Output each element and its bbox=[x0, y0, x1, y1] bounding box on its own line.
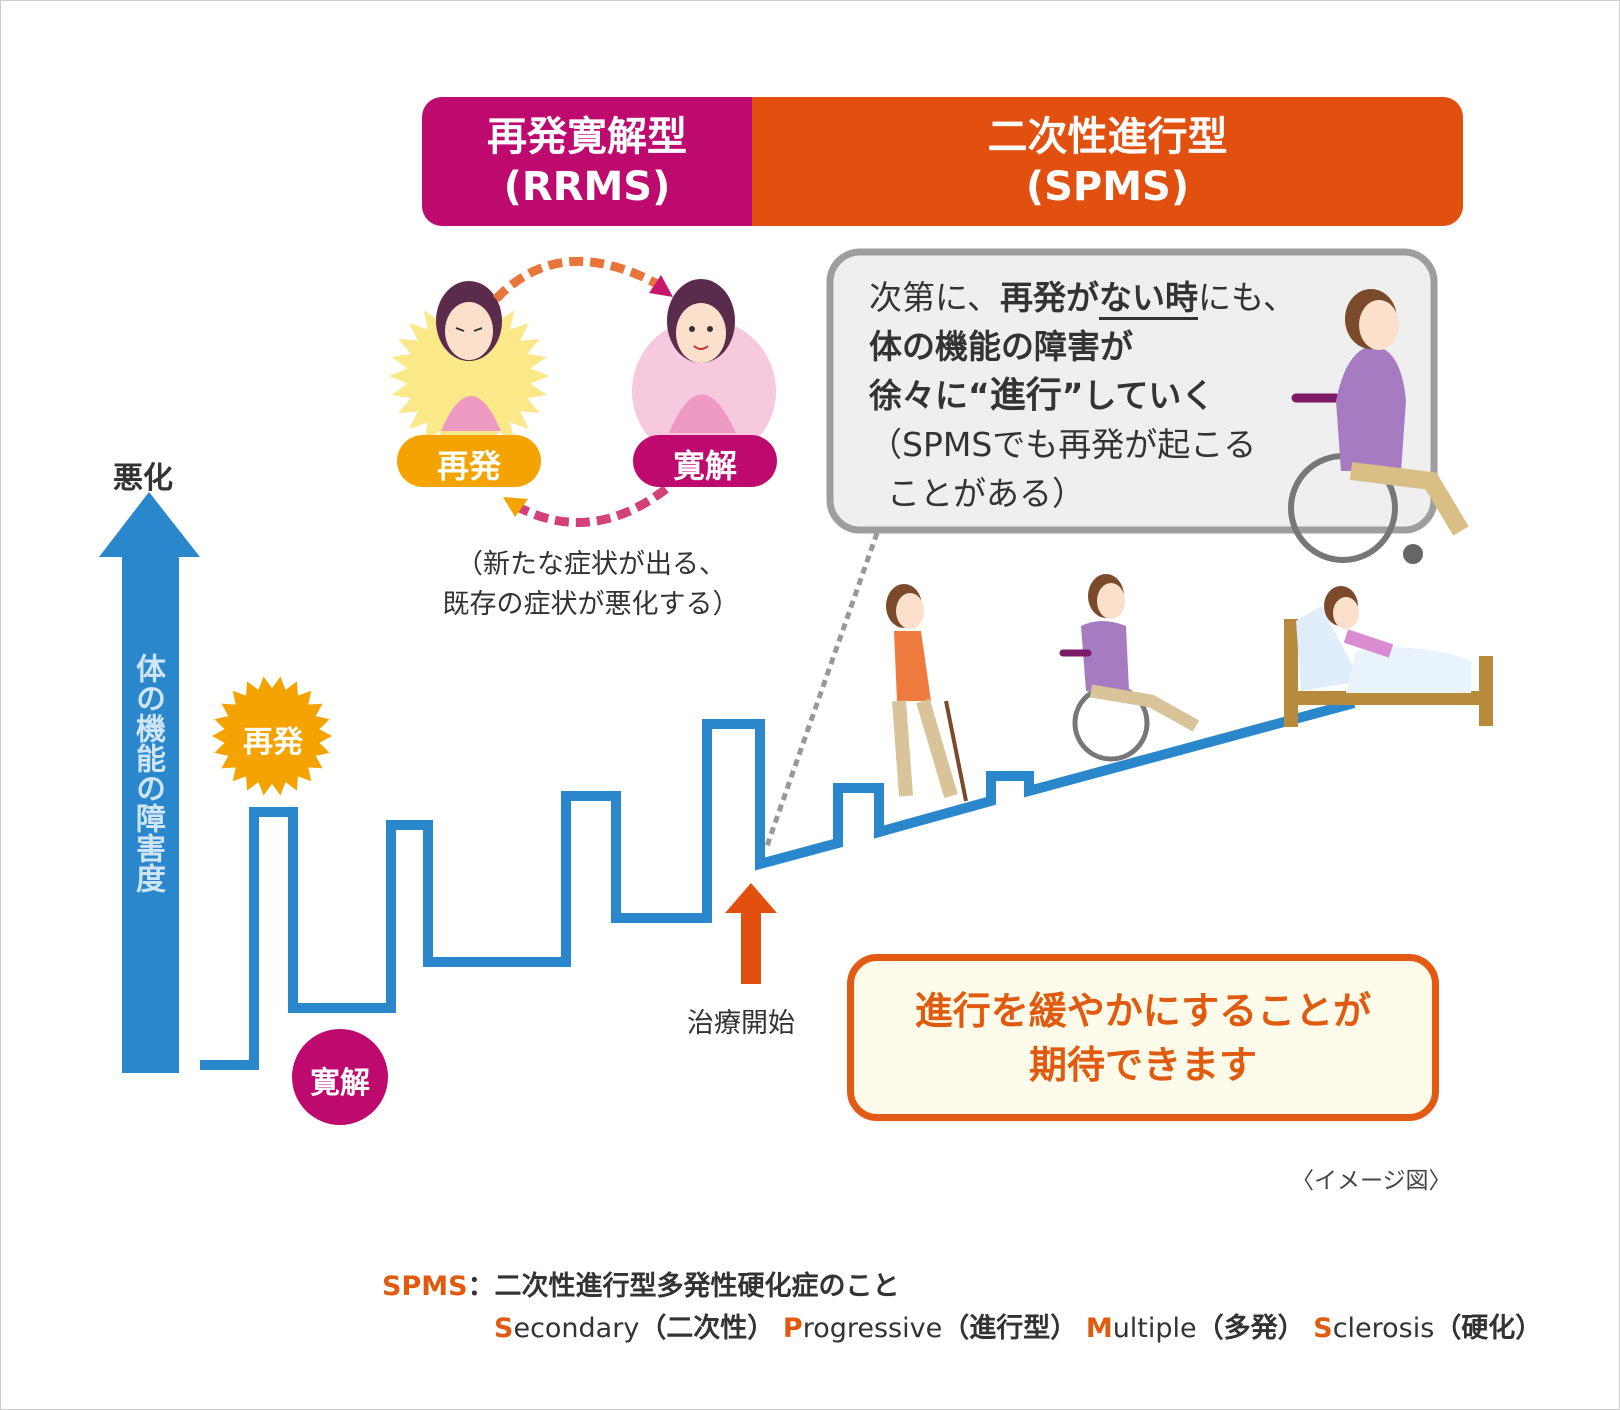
footer-definition: SPMS：二次性進行型多発性硬化症のこと bbox=[382, 1264, 900, 1303]
bubble-pointer-line bbox=[764, 532, 880, 847]
bedridden-woman-figure bbox=[1284, 586, 1493, 727]
rrms-name: 再発寛解型 bbox=[487, 113, 687, 160]
cycle-arrowhead-top bbox=[649, 275, 673, 297]
spms-abbr: (SPMS) bbox=[1025, 163, 1190, 210]
footer-acronym-expansion: Secondary（二次性） Progressive（進行型） Multiple… bbox=[494, 1306, 1542, 1345]
bubble-line1-b: 再発が bbox=[1000, 278, 1100, 317]
woman-with-cane-figure bbox=[886, 584, 968, 802]
bubble-line1-d: にも、 bbox=[1198, 278, 1297, 317]
woman-in-pain-figure bbox=[436, 281, 502, 431]
woman-calm-figure bbox=[667, 279, 736, 433]
spms-name: 二次性進行型 bbox=[987, 113, 1228, 160]
relapse-badge-label: 再発 bbox=[243, 725, 303, 760]
cycle-arrow-top bbox=[492, 256, 664, 303]
relapse-starburst-badge bbox=[212, 676, 332, 796]
worsening-axis-arrow bbox=[99, 492, 200, 1073]
footer-term: SPMS bbox=[382, 1271, 468, 1302]
woman-in-wheelchair-figure bbox=[1059, 574, 1200, 762]
bubble-line3-c: ”していく bbox=[1061, 376, 1215, 415]
pain-burst-icon bbox=[389, 296, 549, 456]
footer-word: Secondary（二次性） bbox=[494, 1313, 775, 1344]
remission-pill-label: 寛解 bbox=[672, 447, 737, 485]
worsening-label: 悪化 bbox=[113, 461, 173, 496]
goal-line2: 期待できます bbox=[1028, 1042, 1257, 1087]
goal-message-box: 進行を緩やかにすることが 期待できます bbox=[847, 954, 1439, 1121]
speech-bubble bbox=[826, 248, 1438, 534]
bubble-line4: （SPMSでも再発が起こる bbox=[869, 425, 1257, 464]
goal-line1: 進行を緩やかにすることが bbox=[914, 988, 1372, 1033]
spms-header-bg bbox=[752, 97, 1463, 226]
bubble-line3-a: 徐々に“ bbox=[869, 376, 990, 415]
footer-definition-text: ：二次性進行型多発性硬化症のこと bbox=[467, 1271, 900, 1302]
treatment-start-label: 治療開始 bbox=[687, 1008, 795, 1039]
relapse-pill bbox=[397, 435, 541, 487]
footer-word: Progressive（進行型） bbox=[782, 1313, 1078, 1344]
image-note: 〈イメージ図〉 bbox=[1291, 1168, 1452, 1194]
cycle-caption-line1: （新たな症状が出る、 bbox=[456, 549, 726, 580]
cycle-arrowhead-bottom bbox=[503, 497, 528, 517]
treatment-start-arrow bbox=[725, 883, 777, 984]
rrms-header: 再発寛解型 (RRMS) bbox=[422, 97, 752, 226]
spms-header: 二次性進行型 (SPMS) bbox=[752, 97, 1463, 226]
disability-course-line bbox=[200, 698, 1356, 1070]
relapse-pill-label: 再発 bbox=[436, 447, 501, 485]
footer-word: Sclerosis（硬化） bbox=[1313, 1313, 1543, 1344]
bubble-line1-a: 次第に、 bbox=[869, 278, 1001, 317]
axis-label: 体の機能の障害度 bbox=[130, 653, 165, 893]
bubble-line1-underlined: ない時 bbox=[1099, 278, 1199, 320]
rrms-abbr: (RRMS) bbox=[503, 163, 671, 210]
bubble-line3-b: 進行 bbox=[989, 375, 1062, 416]
remission-pill bbox=[633, 435, 777, 487]
remission-circle-badge bbox=[292, 1029, 388, 1125]
rrms-header-bg bbox=[422, 97, 752, 226]
cycle-caption: （新たな症状が出る、 既存の症状が悪化する） bbox=[401, 545, 781, 625]
bubble-line5: ことがある） bbox=[887, 474, 1085, 513]
bubble-line2: 体の機能の障害が bbox=[869, 327, 1133, 366]
wheelchair-user-figure bbox=[1288, 289, 1469, 564]
footer-word: Multiple（多発） bbox=[1085, 1313, 1305, 1344]
bubble-text: 次第に、再発がない時にも、 体の機能の障害が 徐々に“進行”していく （SPMS… bbox=[869, 273, 1296, 518]
calm-halo-icon bbox=[632, 319, 776, 463]
remission-badge-label: 寛解 bbox=[310, 1066, 370, 1101]
cycle-caption-line2: 既存の症状が悪化する） bbox=[442, 589, 740, 620]
cycle-arrow-bottom bbox=[513, 485, 669, 527]
